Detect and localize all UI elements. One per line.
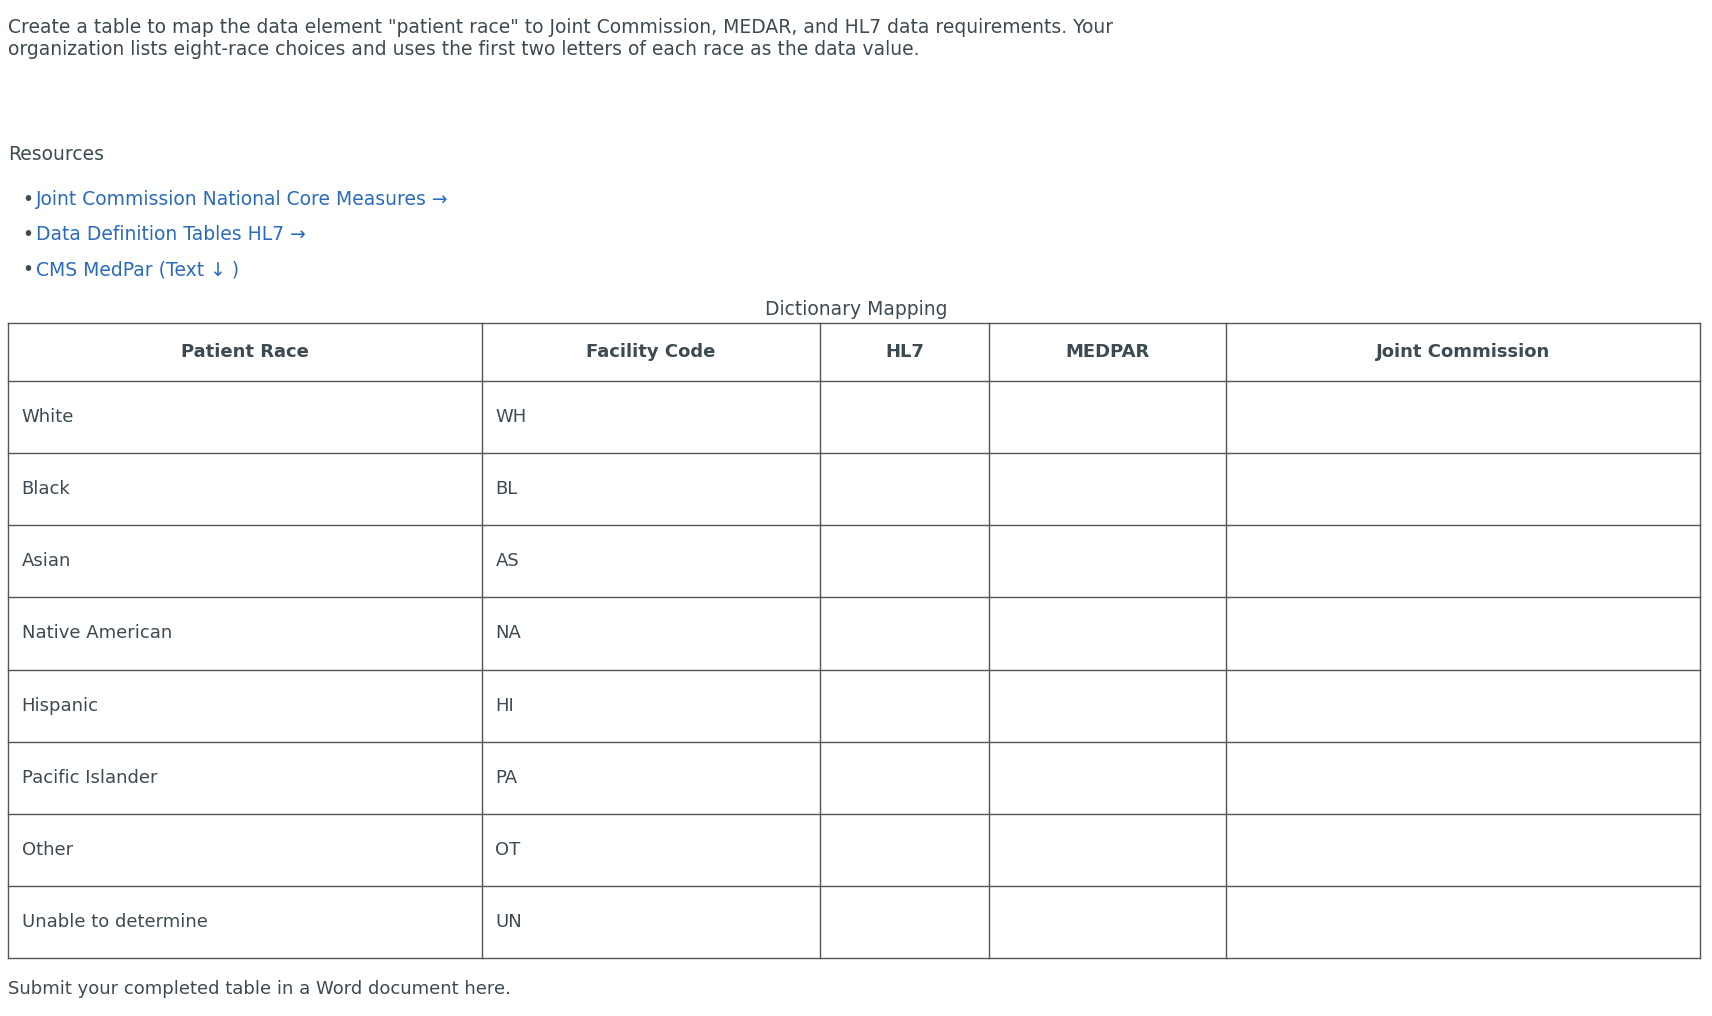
Text: WH: WH: [495, 408, 527, 426]
Text: Joint Commission: Joint Commission: [1376, 343, 1551, 361]
Text: UN: UN: [495, 913, 522, 931]
Text: Submit your completed table in a Word document here.: Submit your completed table in a Word do…: [9, 980, 510, 998]
Text: Pacific Islander: Pacific Islander: [22, 769, 158, 786]
Text: Resources: Resources: [9, 145, 104, 164]
Text: Joint Commission National Core Measures →: Joint Commission National Core Measures …: [36, 190, 449, 209]
Text: MEDPAR: MEDPAR: [1065, 343, 1150, 361]
Text: CMS MedPar (Text ↓ ): CMS MedPar (Text ↓ ): [36, 260, 240, 279]
Text: NA: NA: [495, 625, 522, 642]
Text: Other: Other: [22, 841, 74, 859]
Text: Create a table to map the data element "patient race" to Joint Commission, MEDAR: Create a table to map the data element "…: [9, 18, 1113, 59]
Text: Native American: Native American: [22, 625, 171, 642]
Text: •: •: [22, 225, 33, 244]
Text: •: •: [22, 260, 33, 279]
Text: HL7: HL7: [885, 343, 924, 361]
Text: Dictionary Mapping: Dictionary Mapping: [765, 300, 947, 319]
Text: AS: AS: [495, 553, 519, 570]
Text: Asian: Asian: [22, 553, 72, 570]
Text: Black: Black: [22, 481, 70, 498]
Text: Data Definition Tables HL7 →: Data Definition Tables HL7 →: [36, 225, 306, 244]
Text: BL: BL: [495, 481, 517, 498]
Text: HI: HI: [495, 697, 514, 714]
Text: Patient Race: Patient Race: [181, 343, 308, 361]
Text: OT: OT: [495, 841, 520, 859]
Text: Unable to determine: Unable to determine: [22, 913, 207, 931]
Text: PA: PA: [495, 769, 517, 786]
Text: Facility Code: Facility Code: [586, 343, 716, 361]
Text: Hispanic: Hispanic: [22, 697, 99, 714]
Text: White: White: [22, 408, 74, 426]
Text: •: •: [22, 190, 33, 209]
